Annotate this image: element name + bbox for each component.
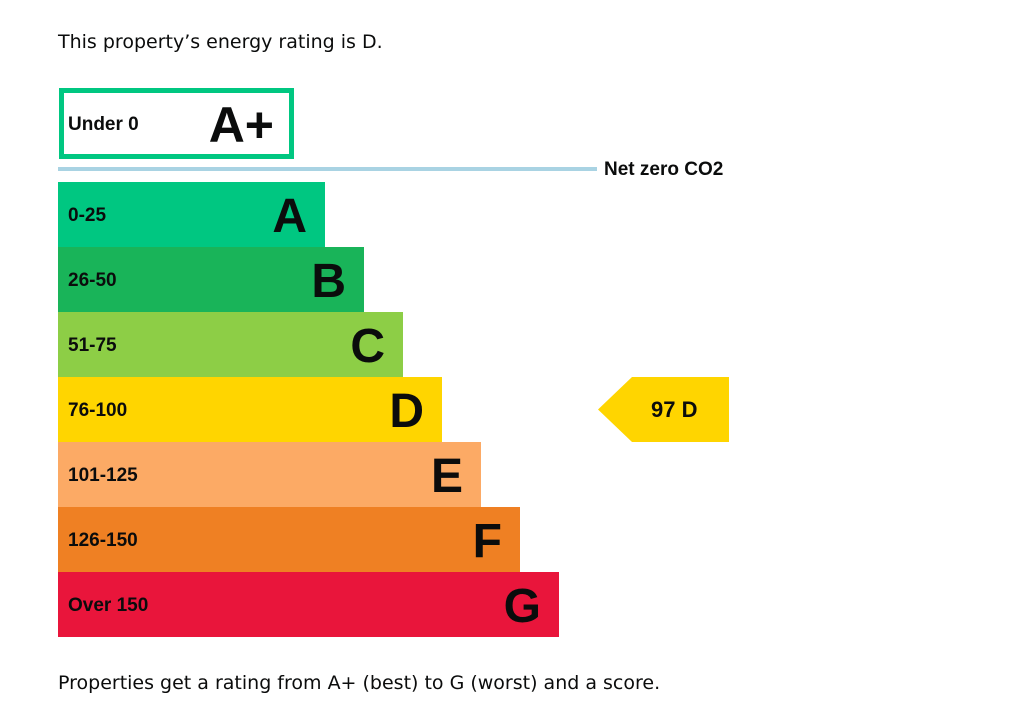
band-e-letter: E — [431, 450, 463, 503]
band-f-bar — [58, 507, 520, 572]
band-e-bar — [58, 442, 481, 507]
net-zero-label: Net zero CO2 — [604, 159, 723, 180]
band-e-range: 101-125 — [68, 465, 138, 486]
band-f-range: 126-150 — [68, 530, 138, 551]
band-a-range: 0-25 — [68, 205, 106, 226]
band-g-letter: G — [504, 580, 541, 633]
rating-intro: This property’s energy rating is D. — [58, 31, 383, 53]
band-d-range: 76-100 — [68, 400, 127, 421]
band-c-letter: C — [350, 320, 385, 373]
band-aplus-range: Under 0 — [68, 114, 139, 135]
rating-explanation: Properties get a rating from A+ (best) t… — [58, 672, 661, 694]
band-c-range: 51-75 — [68, 335, 117, 356]
band-aplus-letter: A+ — [209, 97, 274, 153]
band-f-letter: F — [473, 515, 502, 568]
band-b-bar — [58, 247, 364, 312]
current-rating-arrow — [598, 377, 729, 442]
band-a-letter: A — [272, 190, 307, 243]
band-b-range: 26-50 — [68, 270, 117, 291]
band-d-bar — [58, 377, 442, 442]
band-g-bar — [58, 572, 559, 637]
current-rating-label: 97 D — [651, 397, 697, 422]
band-a-bar — [58, 182, 325, 247]
band-c-bar — [58, 312, 403, 377]
band-b-letter: B — [311, 255, 346, 308]
band-g-range: Over 150 — [68, 595, 148, 616]
band-d-letter: D — [389, 385, 424, 438]
band-aplus-box — [59, 88, 294, 159]
